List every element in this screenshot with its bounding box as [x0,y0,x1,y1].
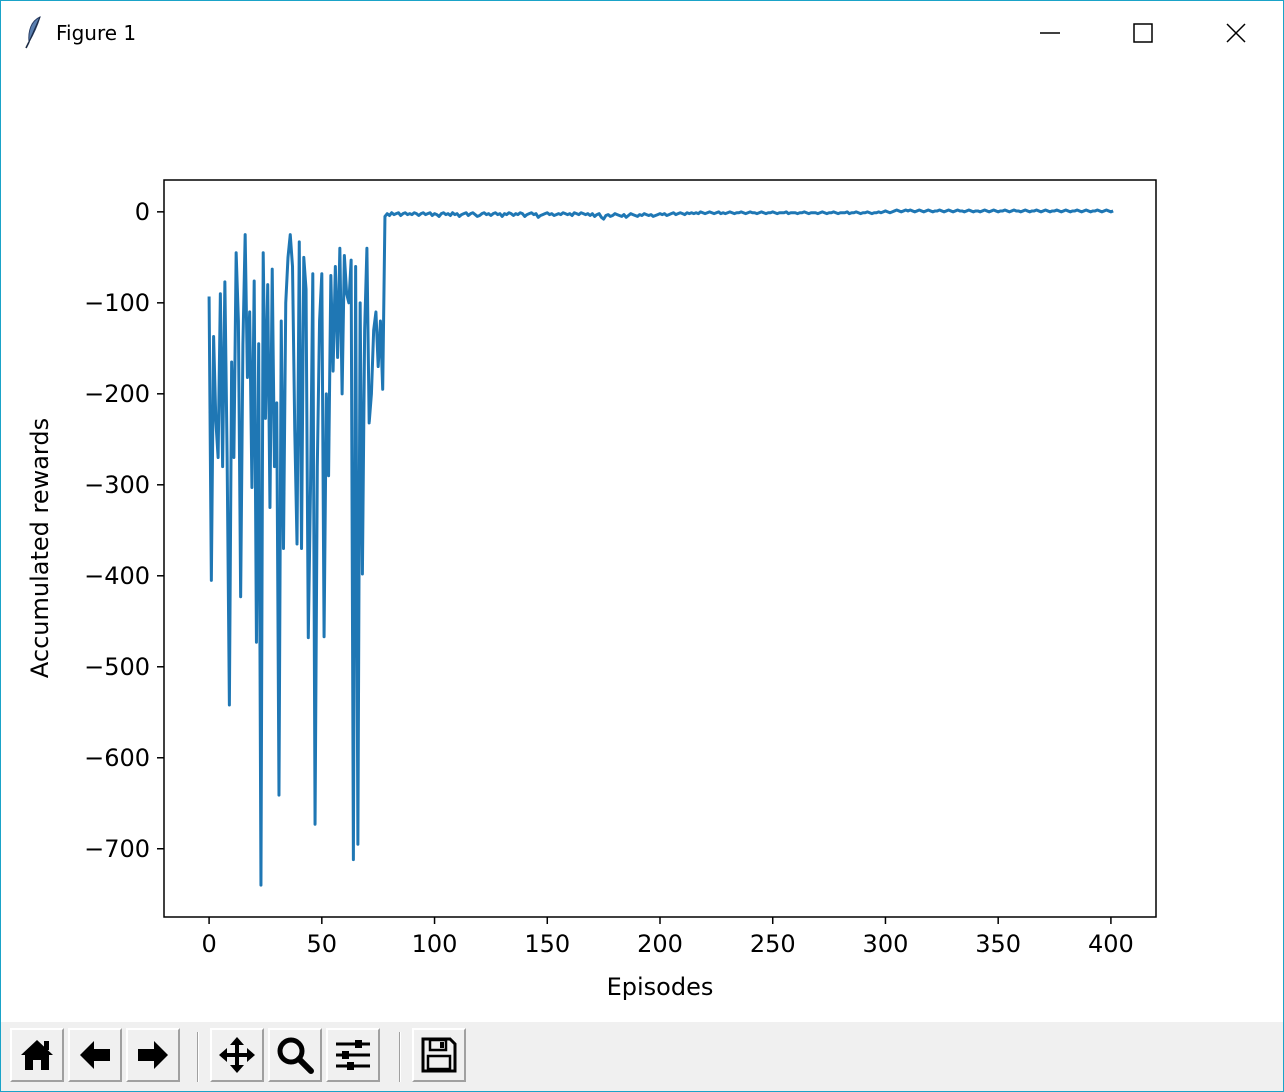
x-tick-label: 150 [524,930,570,958]
title-bar[interactable]: Figure 1 [1,1,1283,65]
home-icon [21,1040,53,1070]
zoom-button[interactable] [268,1028,322,1082]
x-tick-label: 400 [1088,930,1134,958]
close-icon [1226,23,1246,43]
x-tick-label: 250 [750,930,796,958]
y-tick-label: −400 [84,562,150,590]
home-button[interactable] [10,1028,64,1082]
y-tick-label: 0 [135,198,150,226]
forward-button[interactable] [126,1028,180,1082]
x-tick-label: 0 [201,930,216,958]
navigation-toolbar [1,1022,1283,1091]
maximize-button[interactable] [1097,1,1189,65]
minimize-icon [1040,32,1060,34]
y-tick-label: −500 [84,653,150,681]
floppy-disk-icon [421,1037,457,1073]
y-axis-label: Accumulated rewards [26,418,54,678]
subplots-button[interactable] [326,1028,380,1082]
toolbar-separator [399,1032,401,1082]
arrow-right-icon [138,1041,168,1069]
y-tick-label: −100 [84,289,150,317]
sliders-icon [336,1040,370,1070]
close-button[interactable] [1190,1,1282,65]
series-line-0 [207,208,1114,887]
move-icon [219,1037,255,1073]
y-tick-label: −300 [84,471,150,499]
x-tick-label: 50 [307,930,338,958]
y-tick-label: −200 [84,380,150,408]
plot-canvas[interactable]: 0 50 100 150 200 250 300 350 400 0 −100 −200 −300 −4… [1,65,1283,1022]
magnifier-icon [277,1037,314,1074]
x-tick-label: 300 [863,930,909,958]
x-tick-label: 200 [637,930,683,958]
y-tick-label: −600 [84,744,150,772]
pan-button[interactable] [210,1028,264,1082]
back-button[interactable] [68,1028,122,1082]
maximize-icon [1133,23,1153,43]
line-chart: 0 50 100 150 200 250 300 350 400 0 −100 −200 −300 −4… [26,179,1157,1001]
feather-icon [23,15,45,49]
minimize-button[interactable] [1004,1,1096,65]
y-tick-label: −700 [84,835,150,863]
x-axis-label: Episodes [607,973,714,1001]
toolbar-separator [197,1032,199,1082]
x-tick-label: 100 [412,930,458,958]
x-tick-label: 350 [975,930,1021,958]
save-button[interactable] [412,1028,466,1082]
arrow-left-icon [80,1041,110,1069]
window-title: Figure 1 [56,21,137,45]
